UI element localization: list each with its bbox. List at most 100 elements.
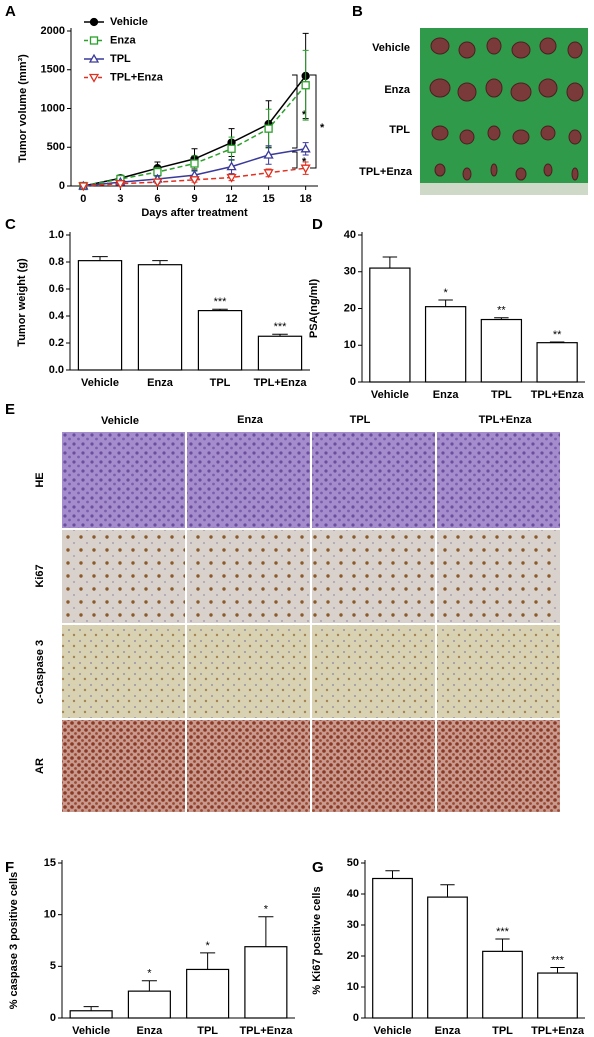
- bracket: [292, 74, 298, 149]
- significance-label: *: [147, 968, 152, 980]
- legend-label: TPL+Enza: [110, 71, 164, 83]
- x-tick-label: 6: [154, 193, 160, 205]
- point: [115, 180, 126, 189]
- panel-b: B Vehicle Enza TPL TPL+Enza: [352, 3, 588, 195]
- legend-label: TPL: [110, 53, 131, 65]
- row-label: AR: [34, 758, 46, 774]
- x-tick-label: 0: [80, 193, 86, 205]
- panel-letter: G: [312, 859, 324, 876]
- x-tick-label: 3: [117, 193, 123, 205]
- y-tick-label: 20: [347, 950, 359, 962]
- x-tick-label: Enza: [433, 389, 460, 401]
- row-label: Vehicle: [372, 42, 410, 54]
- column-label: Enza: [237, 414, 264, 426]
- point: [300, 164, 311, 174]
- bar: [197, 310, 243, 371]
- y-tick-label: 0.0: [49, 364, 64, 376]
- y-tick-label: 0: [353, 1012, 359, 1024]
- x-tick-label: 18: [300, 193, 312, 205]
- tumor: [431, 125, 449, 141]
- y-tick-label: 15: [44, 857, 56, 869]
- error-bar: [382, 256, 398, 269]
- bar: [244, 946, 288, 1019]
- tumor: [459, 129, 475, 145]
- significance-label: ***: [496, 926, 510, 938]
- y-tick-label: 40: [347, 888, 359, 900]
- point: [88, 73, 100, 83]
- y-axis-label: % caspase 3 positive cells: [8, 872, 20, 1010]
- histology-image: [62, 625, 185, 718]
- significance-label: ***: [551, 954, 565, 966]
- histology-image: [187, 720, 310, 812]
- x-tick-label: TPL: [197, 1025, 218, 1037]
- error-bar: [152, 260, 168, 265]
- tumor: [510, 82, 532, 102]
- tumor: [430, 37, 450, 55]
- ruler: [420, 183, 588, 195]
- point: [263, 149, 274, 159]
- x-tick-label: TPL+Enza: [531, 389, 585, 401]
- x-tick-label: Vehicle: [81, 377, 119, 389]
- x-tick-label: Enza: [137, 1025, 164, 1037]
- point: [89, 36, 99, 45]
- bar: [77, 260, 123, 371]
- y-tick-label: 1500: [41, 64, 65, 76]
- y-tick-label: 2000: [41, 25, 65, 37]
- histology-image: [187, 432, 310, 528]
- tumor: [490, 163, 498, 177]
- point: [89, 17, 99, 27]
- point: [190, 159, 199, 168]
- x-tick-label: TPL+Enza: [239, 1025, 293, 1037]
- error-bar: [258, 916, 274, 947]
- histology-image: [437, 530, 560, 623]
- x-tick-label: TPL+Enza: [254, 377, 308, 389]
- y-tick-label: 500: [47, 141, 65, 153]
- bar: [427, 896, 468, 1019]
- tumor: [429, 78, 451, 98]
- y-axis-label: Tumor volume (mm³): [17, 54, 29, 163]
- error-bar: [141, 980, 157, 992]
- error-bar: [550, 966, 565, 974]
- significance-label: *: [443, 287, 448, 299]
- point: [227, 144, 236, 153]
- panel-letter: A: [5, 3, 16, 20]
- bar: [137, 264, 183, 371]
- point: [301, 81, 310, 90]
- row-label: Enza: [384, 84, 411, 96]
- significance-brackets: [292, 74, 317, 169]
- tumor: [486, 37, 502, 55]
- y-tick-label: 0.8: [49, 256, 64, 268]
- tumor: [515, 167, 527, 181]
- column-label: TPL: [350, 414, 371, 426]
- tumor: [566, 82, 584, 102]
- y-tick-label: 0: [350, 376, 356, 388]
- bar: [536, 342, 578, 383]
- x-tick-label: Enza: [147, 377, 174, 389]
- bar: [537, 972, 578, 1019]
- histology-image: [437, 432, 560, 528]
- x-tick-label: TPL+Enza: [531, 1025, 585, 1037]
- x-tick-label: Vehicle: [374, 1025, 412, 1037]
- tumor: [458, 41, 476, 59]
- y-tick-label: 1000: [41, 102, 65, 114]
- x-tick-label: TPL: [491, 389, 512, 401]
- x-tick-label: 9: [191, 193, 197, 205]
- tumor: [457, 82, 477, 102]
- tumor: [571, 167, 579, 181]
- histology-image: [312, 720, 435, 812]
- photo-background: [420, 28, 588, 195]
- panel-letter: F: [5, 859, 14, 876]
- y-tick-label: 5: [50, 960, 56, 972]
- x-axis-label: Days after treatment: [141, 207, 248, 219]
- bracket: [292, 151, 298, 169]
- significance-label: *: [205, 940, 210, 952]
- histology-image: [312, 625, 435, 718]
- row-label: TPL+Enza: [359, 166, 413, 178]
- y-tick-label: 0.2: [49, 337, 64, 349]
- y-tick-label: 0.6: [49, 283, 64, 295]
- tumor: [568, 129, 582, 145]
- tumor: [487, 125, 501, 141]
- histology-image: [437, 720, 560, 812]
- tumor: [539, 37, 557, 55]
- point: [264, 124, 273, 133]
